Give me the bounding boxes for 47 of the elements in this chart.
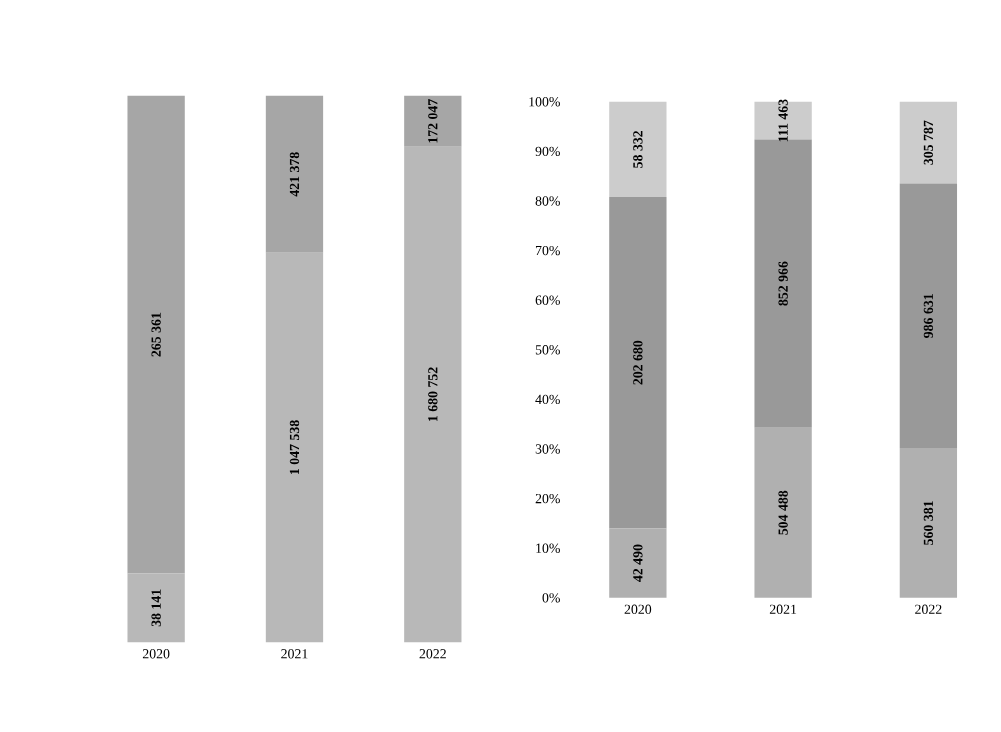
annotation: 265 361 [151,312,161,357]
bar [609,528,667,598]
annotation: 852 966 [778,261,788,306]
y-tick-label: 90% [535,146,560,156]
y-tick-label: 40% [535,394,560,404]
annotation: 1 680 752 [428,367,438,421]
bar [127,573,185,643]
annotation: 504 488 [778,490,788,535]
y-tick-label: 60% [535,295,560,305]
bar [265,95,324,253]
annotation: 560 381 [923,501,934,545]
bar [899,101,958,184]
x-tick-label: 2022 [915,604,942,614]
bar [404,95,462,147]
bar [754,139,812,428]
bar [265,252,324,643]
bar [404,146,462,643]
y-tick-label: 10% [536,543,560,553]
annotation: 58 332 [633,130,643,168]
bar [609,101,667,197]
x-tick-label: 2020 [142,648,170,659]
bar [899,183,958,448]
x-tick-label: 2022 [419,648,446,659]
annotation: 305 787 [923,120,934,165]
y-tick-label: 50% [535,345,560,355]
bar [754,427,812,598]
annotation: 986 631 [923,293,934,338]
annotation: 421 378 [289,152,300,197]
y-tick-label: 20% [535,493,560,504]
bar [127,95,185,574]
y-tick-label: 70% [535,245,560,256]
annotation: 202 680 [633,340,643,385]
x-tick-label: 2021 [769,604,797,614]
annotation: 172 047 [428,99,438,143]
y-tick-label: 0% [542,593,560,603]
x-tick-label: 2021 [281,648,308,659]
annotation: 42 490 [633,544,643,582]
bar [609,196,667,529]
annotation: 1 047 538 [289,420,300,474]
y-tick-label: 80% [535,196,560,206]
annotation: 38 141 [151,589,161,627]
y-tick-label: 100% [529,96,560,107]
annotation: 111 463 [778,99,788,142]
bar [899,447,958,598]
y-tick-label: 30% [535,444,560,454]
bar [754,101,812,140]
x-tick-label: 2020 [624,604,652,614]
